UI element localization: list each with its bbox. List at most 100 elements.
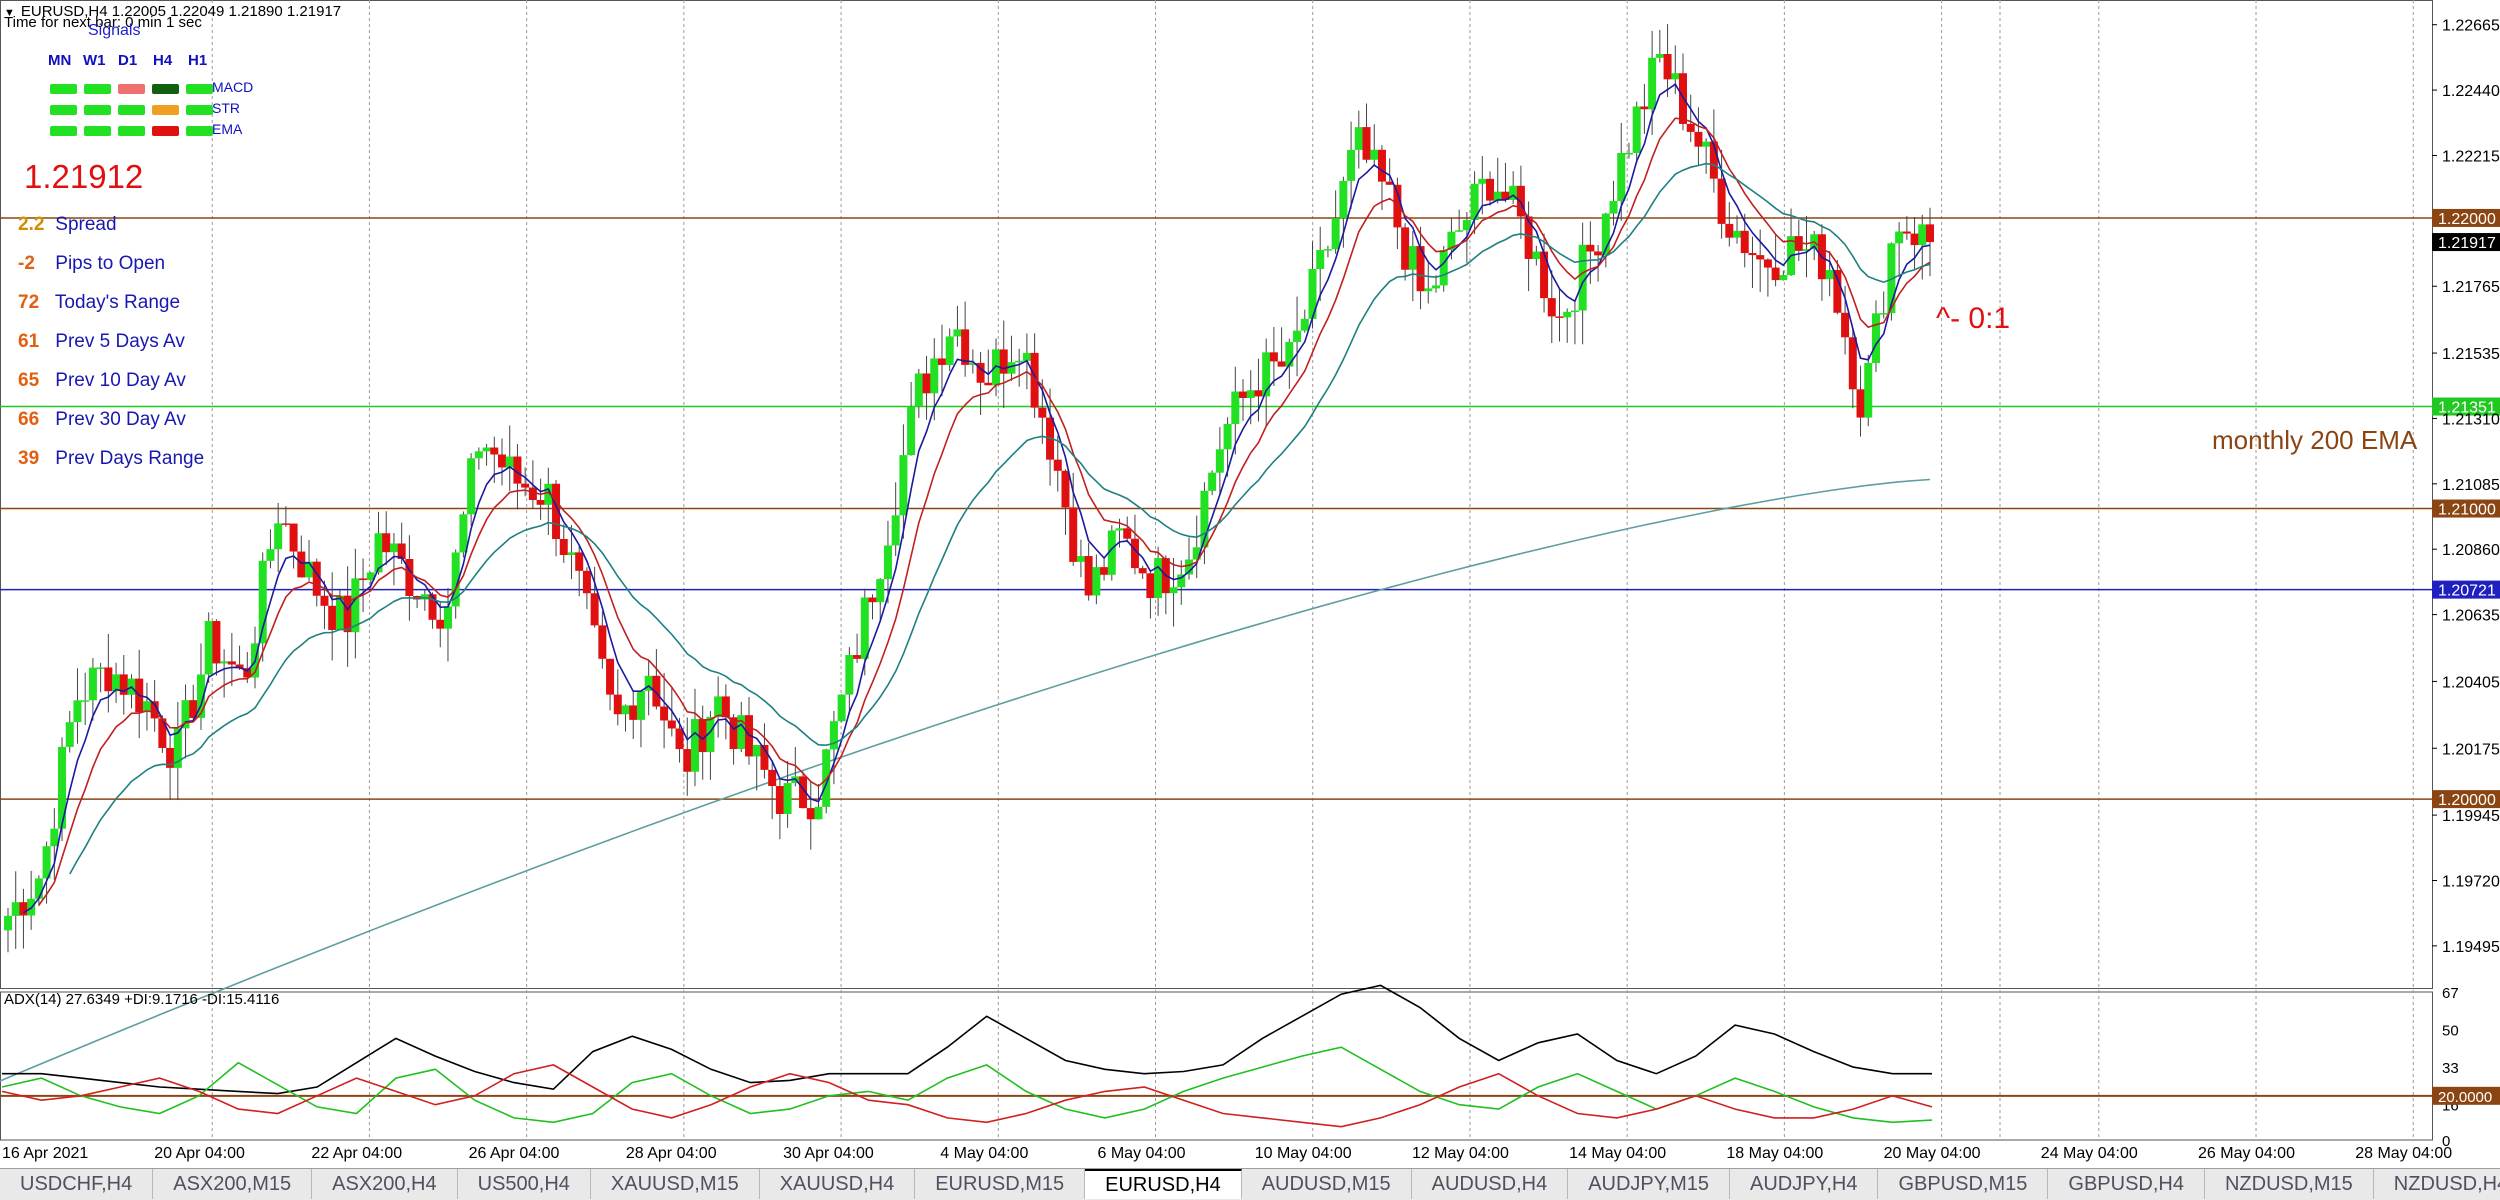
- candle-body: [351, 578, 360, 633]
- candle-body: [1524, 216, 1533, 259]
- candle-body: [1617, 152, 1626, 202]
- price-tick-label: 1.20635: [2442, 608, 2500, 625]
- tab-audusd-h4[interactable]: AUDUSD,H4: [1412, 1169, 1569, 1199]
- price-tick-label: 1.21085: [2442, 477, 2500, 494]
- tab-asx200-h4[interactable]: ASX200,H4: [312, 1169, 458, 1199]
- ema200-line: [0, 478, 1931, 1082]
- candle-body: [860, 597, 869, 659]
- time-axis: 16 Apr 2021 20 Apr 04:00 22 Apr 04:00 26 Ap…: [2, 1145, 2452, 1162]
- time-tick-label: 24 May 04:00: [2041, 1145, 2138, 1162]
- candle-body: [1825, 270, 1834, 280]
- main-panel-border: [0, 0, 2433, 989]
- moving-averages: [22, 83, 1931, 914]
- candle-body: [945, 336, 954, 365]
- candle-body: [1246, 390, 1255, 398]
- tab-xauusd-m15[interactable]: XAUUSD,M15: [591, 1169, 760, 1199]
- level-tag: [2432, 499, 2500, 518]
- candle-body: [606, 658, 615, 695]
- time-tick-label: 6 May 04:00: [1098, 1145, 1186, 1162]
- candle-body: [1532, 251, 1541, 259]
- horizontal-levels: 1.22000 1.21351 1.21000 1.20721 1.20000 1.219…: [0, 208, 2500, 809]
- candle-body: [1856, 389, 1865, 418]
- adx-level-label: 20.0000: [2438, 1089, 2492, 1106]
- tab-audusd-m15[interactable]: AUDUSD,M15: [1242, 1169, 1412, 1199]
- candle-body: [142, 701, 151, 713]
- candle-body: [1239, 391, 1248, 398]
- candle-body: [58, 746, 67, 829]
- candle-body: [181, 700, 190, 729]
- tab-audjpy-m15[interactable]: AUDJPY,M15: [1568, 1169, 1730, 1199]
- candle-body: [65, 722, 74, 747]
- plus-di-line: [1, 1046, 1933, 1124]
- ma-slow-line: [38, 117, 1931, 906]
- tab-us500-h4[interactable]: US500,H4: [458, 1169, 591, 1199]
- tab-usdchf-h4[interactable]: USDCHF,H4: [0, 1169, 154, 1199]
- candle-body: [1339, 180, 1348, 219]
- tab-eurusd-h4[interactable]: EURUSD,H4: [1085, 1169, 1242, 1199]
- level-tag: [2432, 580, 2500, 599]
- candle-body: [212, 621, 221, 664]
- candle-body: [822, 749, 831, 807]
- candle-body: [567, 552, 576, 556]
- candle-body: [629, 705, 638, 720]
- candle-body: [1748, 253, 1757, 256]
- tab-audjpy-h4[interactable]: AUDJPY,H4: [1730, 1169, 1879, 1199]
- tab-xauusd-h4[interactable]: XAUUSD,H4: [760, 1169, 916, 1199]
- candle-body: [50, 828, 59, 847]
- candle-body: [1516, 185, 1525, 217]
- chart-frame[interactable]: 1.22000 1.21351 1.21000 1.20721 1.20000 1.219…: [0, 0, 2500, 1168]
- candle-body: [1632, 106, 1641, 153]
- candle-body: [652, 675, 661, 707]
- adx-panel-border: [0, 991, 2433, 1141]
- candle-body: [335, 595, 344, 630]
- candle-body: [119, 674, 128, 695]
- minus-di-line: [1, 1064, 1933, 1128]
- candle-body: [1725, 223, 1734, 238]
- candle-body: [1030, 352, 1039, 408]
- candle-body: [150, 701, 159, 719]
- candle-body: [1022, 352, 1031, 361]
- tab-nzdusd-h4[interactable]: NZDUSD,H4: [2374, 1169, 2500, 1199]
- candle-body: [536, 500, 545, 505]
- candle-body: [1285, 341, 1294, 367]
- candle-body: [1300, 318, 1309, 331]
- candle-body: [683, 749, 692, 772]
- candle-body: [968, 362, 977, 365]
- candle-body: [1262, 352, 1271, 397]
- time-tick-label: 16 Apr 2021: [2, 1145, 88, 1162]
- candle-body: [1570, 310, 1579, 313]
- candle-body: [328, 605, 337, 630]
- candle-body: [1208, 472, 1217, 491]
- time-tick-label: 18 May 04:00: [1726, 1145, 1823, 1162]
- candle-body: [976, 362, 985, 383]
- candle-body: [1794, 236, 1803, 251]
- tab-eurusd-m15[interactable]: EURUSD,M15: [915, 1169, 1086, 1199]
- candle-body: [428, 594, 437, 620]
- level-tag-label: 1.21351: [2438, 400, 2496, 417]
- level-tag-label: 1.20721: [2438, 583, 2496, 600]
- candle-body: [1694, 131, 1703, 147]
- time-tick-label: 14 May 04:00: [1569, 1145, 1666, 1162]
- candle-body: [405, 559, 414, 597]
- tab-asx200-m15[interactable]: ASX200,M15: [153, 1169, 313, 1199]
- candle-body: [1509, 185, 1518, 200]
- candle-body: [436, 619, 445, 629]
- candle-body: [498, 454, 507, 468]
- candle-body: [1926, 224, 1934, 243]
- candle-body: [451, 552, 460, 607]
- candle-body: [521, 483, 530, 488]
- ma-mid-line: [69, 162, 1931, 875]
- candle-body: [1362, 127, 1371, 160]
- candle-body: [1393, 184, 1402, 228]
- tab-nzdusd-m15[interactable]: NZDUSD,M15: [2205, 1169, 2374, 1199]
- tab-gbpusd-m15[interactable]: GBPUSD,M15: [1878, 1169, 2049, 1199]
- candle-body: [1763, 259, 1772, 268]
- candle-body: [1401, 227, 1410, 270]
- price-tick-label: 1.21765: [2442, 279, 2500, 296]
- candle-body: [1123, 528, 1132, 539]
- time-tick-label: 26 Apr 04:00: [469, 1145, 560, 1162]
- candle-body: [1277, 361, 1286, 367]
- candle-body: [1439, 249, 1448, 286]
- tab-gbpusd-h4[interactable]: GBPUSD,H4: [2048, 1169, 2205, 1199]
